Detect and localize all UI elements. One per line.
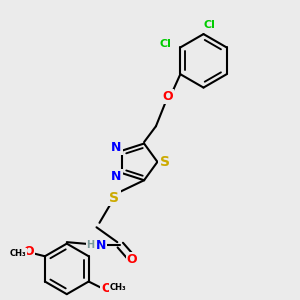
Text: N: N (111, 141, 122, 154)
Text: N: N (96, 238, 106, 252)
Text: CH₃: CH₃ (110, 283, 127, 292)
Text: O: O (23, 245, 34, 258)
Text: H: H (86, 240, 94, 250)
Text: Cl: Cl (160, 40, 171, 50)
Text: CH₃: CH₃ (10, 249, 26, 258)
Text: O: O (101, 283, 112, 296)
Text: S: S (109, 190, 119, 205)
Text: N: N (111, 170, 122, 183)
Text: S: S (160, 155, 170, 169)
Text: Cl: Cl (203, 20, 215, 30)
Text: O: O (163, 90, 173, 103)
Text: O: O (127, 254, 137, 266)
